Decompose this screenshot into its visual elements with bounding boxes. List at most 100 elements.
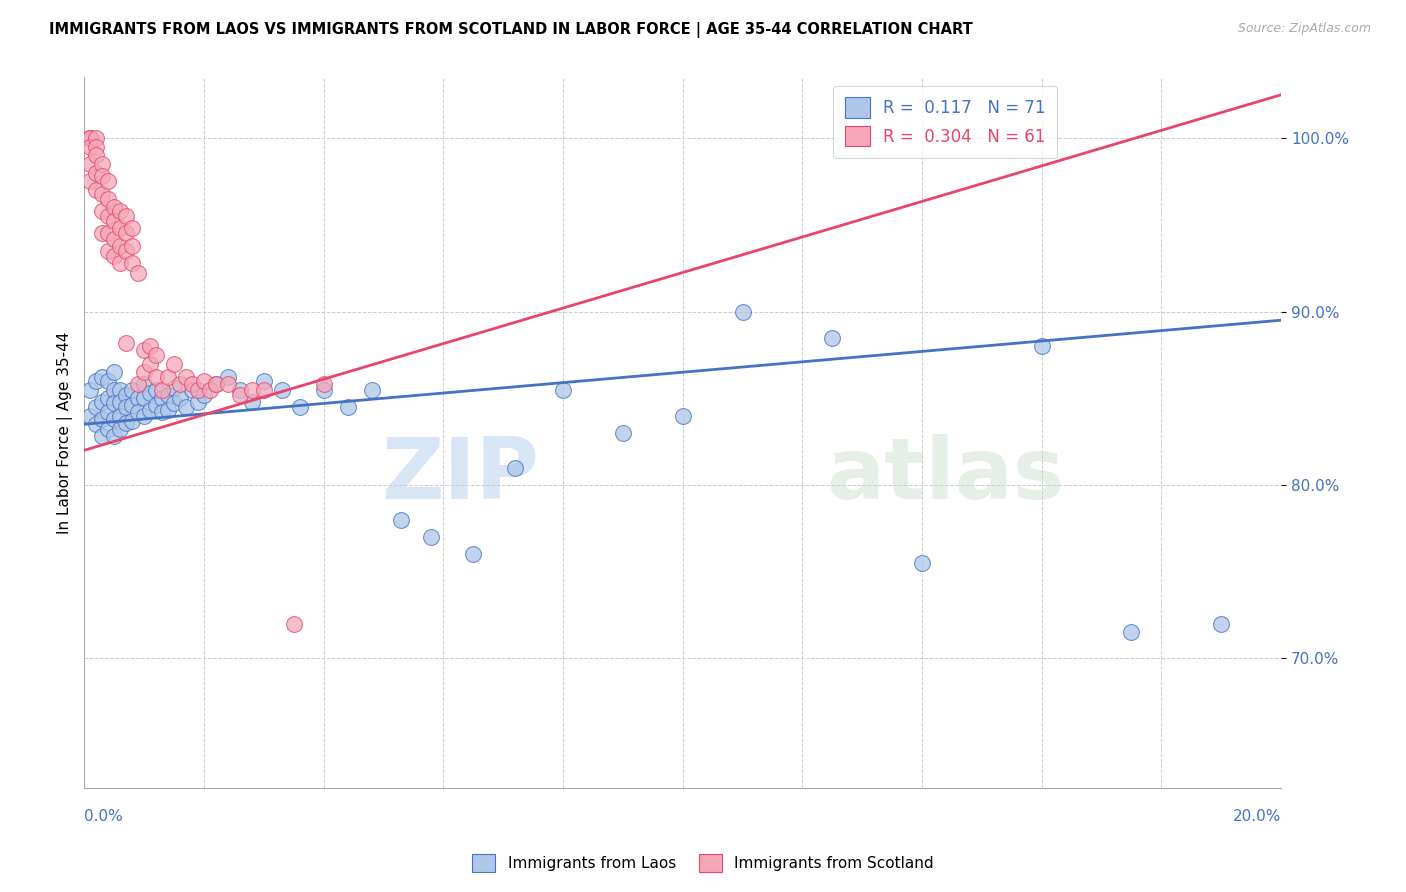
Point — [672, 409, 695, 423]
Point — [205, 377, 228, 392]
Point — [121, 398, 143, 412]
Point — [79, 383, 101, 397]
Point — [139, 386, 162, 401]
Point — [169, 391, 191, 405]
Point — [731, 304, 754, 318]
Point — [139, 403, 162, 417]
Point — [97, 192, 120, 206]
Point — [145, 348, 167, 362]
Point — [127, 377, 149, 392]
Point — [115, 227, 138, 241]
Point — [91, 370, 114, 384]
Point — [169, 377, 191, 392]
Point — [103, 201, 125, 215]
Point — [145, 370, 167, 384]
Point — [911, 556, 934, 570]
Point — [181, 377, 204, 392]
Text: Source: ZipAtlas.com: Source: ZipAtlas.com — [1237, 22, 1371, 36]
Point — [134, 365, 156, 379]
Point — [84, 183, 107, 197]
Point — [145, 383, 167, 397]
Point — [551, 383, 574, 397]
Point — [253, 383, 276, 397]
Point — [108, 238, 131, 252]
Point — [121, 256, 143, 270]
Text: atlas: atlas — [827, 434, 1064, 517]
Point — [229, 388, 252, 402]
Point — [108, 256, 131, 270]
Point — [612, 425, 634, 440]
Point — [91, 429, 114, 443]
Point — [187, 383, 209, 397]
Point — [336, 400, 359, 414]
Point — [288, 400, 311, 414]
Point — [121, 238, 143, 252]
Point — [84, 400, 107, 414]
Point — [108, 409, 131, 423]
Point — [229, 383, 252, 397]
Point — [134, 409, 156, 423]
Point — [97, 374, 120, 388]
Point — [97, 422, 120, 436]
Point — [115, 335, 138, 350]
Point — [103, 249, 125, 263]
Point — [463, 547, 485, 561]
Point — [181, 383, 204, 397]
Point — [1211, 616, 1233, 631]
Point — [115, 244, 138, 258]
Point — [79, 131, 101, 145]
Point — [108, 422, 131, 436]
Point — [91, 412, 114, 426]
Point — [108, 203, 131, 218]
Point — [150, 391, 173, 405]
Point — [84, 140, 107, 154]
Point — [163, 396, 186, 410]
Point — [157, 370, 180, 384]
Point — [79, 131, 101, 145]
Point — [121, 414, 143, 428]
Point — [103, 429, 125, 443]
Point — [97, 227, 120, 241]
Point — [1121, 625, 1143, 640]
Point — [163, 381, 186, 395]
Point — [103, 214, 125, 228]
Point — [121, 383, 143, 397]
Point — [79, 409, 101, 423]
Point — [103, 383, 125, 397]
Point — [174, 370, 197, 384]
Point — [84, 417, 107, 432]
Point — [150, 405, 173, 419]
Point — [360, 383, 382, 397]
Point — [108, 394, 131, 409]
Point — [134, 377, 156, 392]
Point — [145, 398, 167, 412]
Point — [103, 232, 125, 246]
Legend: Immigrants from Laos, Immigrants from Scotland: Immigrants from Laos, Immigrants from Sc… — [465, 846, 941, 880]
Point — [115, 416, 138, 430]
Point — [84, 148, 107, 162]
Point — [91, 157, 114, 171]
Point — [240, 383, 263, 397]
Point — [217, 377, 239, 392]
Point — [79, 140, 101, 154]
Text: 0.0%: 0.0% — [84, 809, 124, 824]
Point — [127, 391, 149, 405]
Point — [127, 405, 149, 419]
Point — [108, 383, 131, 397]
Point — [193, 374, 215, 388]
Point — [79, 157, 101, 171]
Point — [84, 374, 107, 388]
Point — [193, 388, 215, 402]
Point — [253, 374, 276, 388]
Point — [115, 400, 138, 414]
Point — [157, 388, 180, 402]
Point — [103, 396, 125, 410]
Point — [121, 221, 143, 235]
Point — [84, 166, 107, 180]
Point — [312, 383, 335, 397]
Point — [157, 403, 180, 417]
Y-axis label: In Labor Force | Age 35-44: In Labor Force | Age 35-44 — [58, 332, 73, 534]
Point — [79, 174, 101, 188]
Point — [503, 460, 526, 475]
Point — [270, 383, 292, 397]
